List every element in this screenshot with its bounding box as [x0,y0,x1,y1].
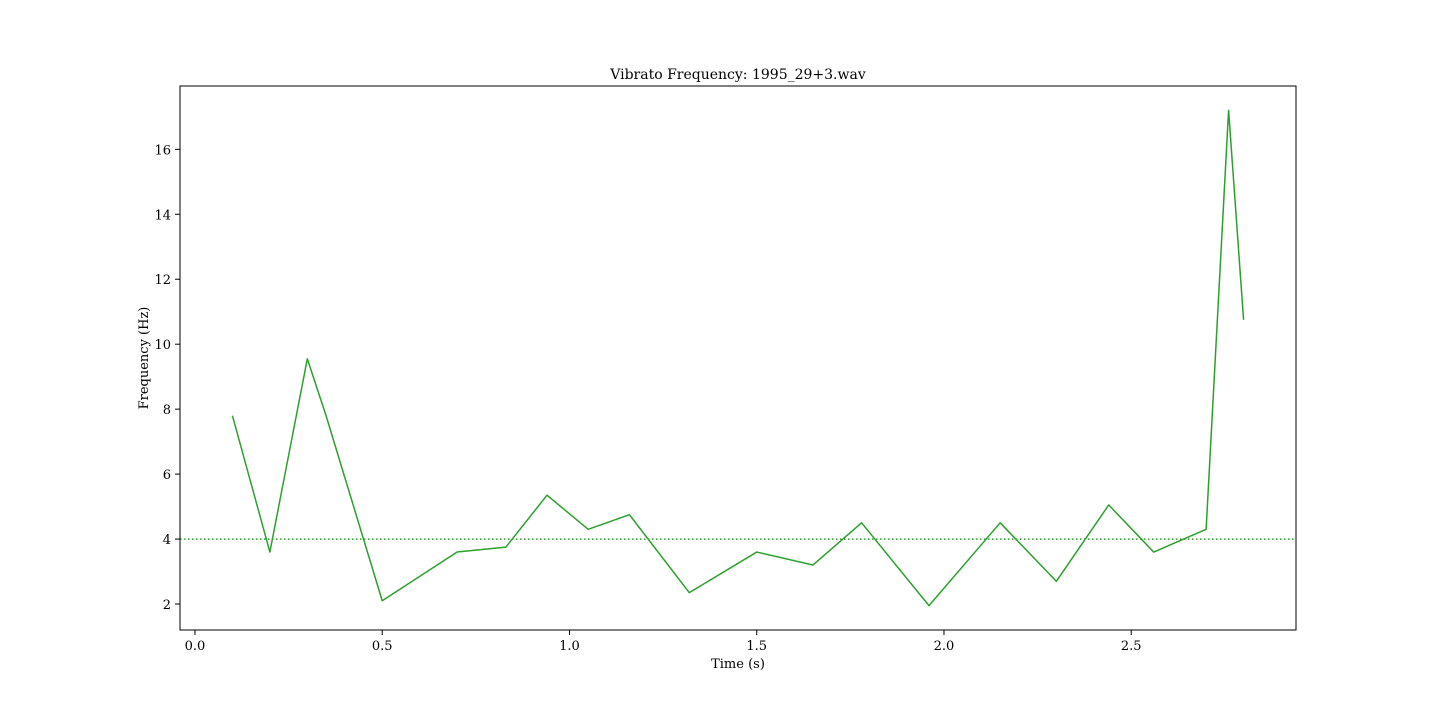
y-tick-label: 12 [154,273,171,288]
x-tick-label: 0.5 [372,639,393,654]
y-tick-label: 2 [163,598,171,613]
y-tick-label: 16 [154,143,171,158]
x-tick-label: 1.0 [559,639,580,654]
x-tick-label: 0.0 [185,639,206,654]
y-tick-label: 4 [163,533,171,548]
x-tick-label: 2.0 [934,639,955,654]
axes: 0.0 0.5 1.0 1.5 2.0 2.5 2 4 6 8 10 12 14 16 [154,85,1297,654]
y-tick-label: 8 [163,403,171,418]
axes-frame [179,85,1297,631]
x-tick-label: 2.5 [1121,639,1142,654]
chart-title: Vibrato Frequency: 1995_29+3.wav [609,67,866,83]
x-tick-label: 1.5 [746,639,767,654]
y-tick-label: 6 [163,468,171,483]
x-axis-label: Time (s) [711,657,765,672]
y-tick-label: 10 [154,338,171,353]
series-line-0 [231,109,1245,607]
y-tick-label: 14 [154,208,171,223]
y-axis-label: Frequency (Hz) [137,307,152,410]
plot-area [180,109,1296,607]
